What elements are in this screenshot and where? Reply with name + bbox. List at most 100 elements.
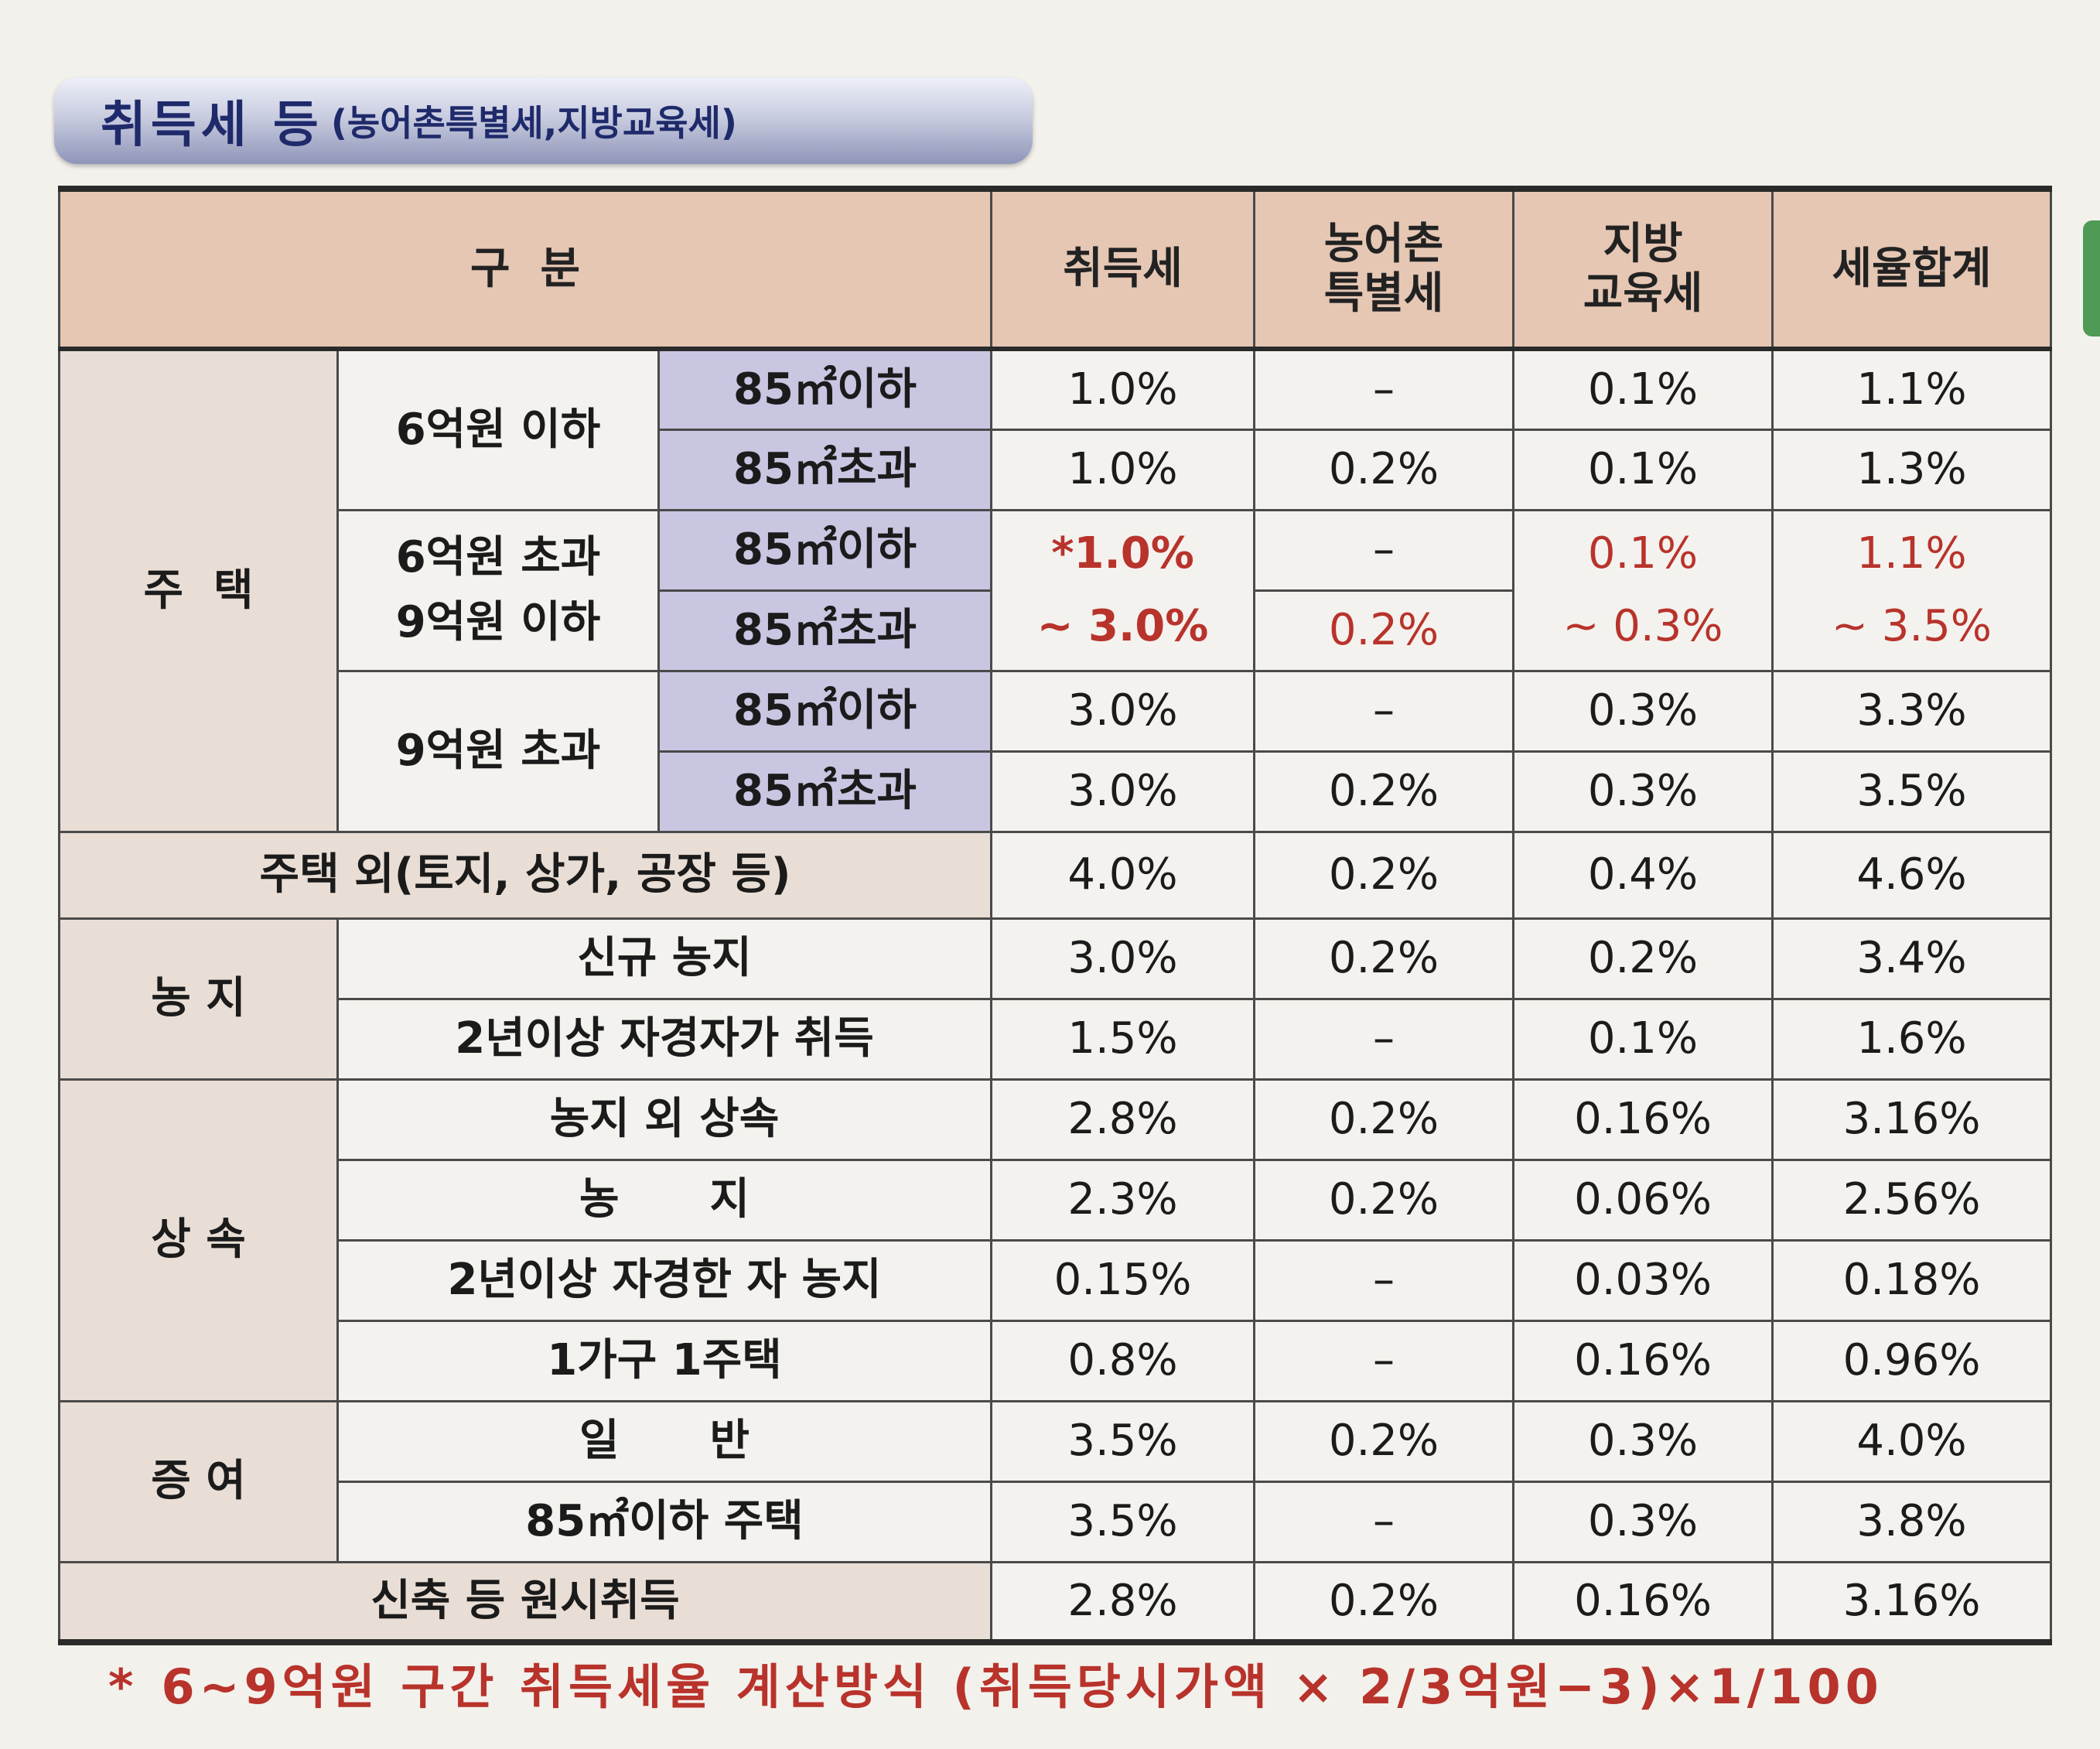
- tax-rate-table: 구 분 취득세 농어촌 특별세 지방 교육세 세율합계 주 택 6억원 이하 8…: [57, 186, 2053, 1645]
- price-tier-3: 9억원 초과: [336, 669, 660, 833]
- section-subtitle: (농어촌특별세,지방교육세): [330, 102, 737, 144]
- table-row: 6억원 초과 9억원 이하 85㎡이하 *1.0% ~ 3.0% – 0.1% …: [60, 508, 2053, 672]
- rural-tax-cell: –: [1253, 508, 1515, 592]
- footnote-marker: *: [108, 1658, 138, 1715]
- footnote-text: 6~9억원 구간 취득세율 계산방식 (취득당시가액 × 2/3억원−3)×1/…: [161, 1658, 1883, 1715]
- group-housing: 주 택: [58, 347, 339, 833]
- rural-tax-cell: –: [1253, 1480, 1515, 1563]
- row-label: 농 지: [336, 1158, 993, 1242]
- rural-tax-cell: 0.2%: [1253, 917, 1515, 1000]
- header-row: 구 분 취득세 농어촌 특별세 지방 교육세 세율합계: [57, 187, 2053, 351]
- rural-tax-cell: 0.2%: [1253, 1399, 1515, 1483]
- rural-tax-cell: 0.2%: [1253, 589, 1515, 672]
- header-total-rate: 세율합계: [1771, 187, 2053, 351]
- acq-tax-cell: 3.0%: [990, 917, 1256, 1000]
- rural-tax-cell: 0.2%: [1253, 1560, 1515, 1644]
- row-label: 2년이상 자경자가 취득: [336, 997, 993, 1081]
- acq-tax-cell: 4.0%: [990, 830, 1256, 920]
- total-rate-range-end: ~ 3.5%: [1832, 601, 1992, 651]
- area-cell: 85㎡이하: [657, 347, 993, 431]
- edu-tax-cell: 0.1%: [1512, 997, 1774, 1081]
- price-tier-2-line2: 9억원 이하: [395, 597, 601, 647]
- acq-tax-cell: 2.8%: [990, 1078, 1256, 1161]
- total-rate-cell: 3.5%: [1771, 750, 2053, 833]
- acq-tax-cell: 2.3%: [990, 1158, 1256, 1242]
- table-row: 2년이상 자경한 자 농지 0.15% – 0.03% 0.18%: [60, 1238, 2053, 1322]
- acq-tax-cell: 3.5%: [990, 1480, 1256, 1563]
- table-row: 85㎡초과 0.2%: [60, 589, 2051, 672]
- header-acquisition-tax: 취득세: [990, 187, 1256, 351]
- table-row: 상 속 농지 외 상속 2.8% 0.2% 0.16% 3.16%: [58, 1078, 2053, 1402]
- area-cell: 85㎡이하: [657, 669, 993, 753]
- table-row: 주 택 6억원 이하 85㎡이하 1.0% – 0.1% 1.1%: [58, 347, 2053, 833]
- edu-tax-cell: 0.4%: [1512, 830, 1774, 920]
- table-row: 2년이상 자경자가 취득 1.5% – 0.1% 1.6%: [60, 997, 2053, 1081]
- header-rural-special-tax: 농어촌 특별세: [1253, 187, 1515, 351]
- group-inheritance: 상 속: [58, 1078, 339, 1402]
- rural-tax-cell: –: [1253, 1319, 1515, 1402]
- table-row: 85㎡이하 주택 3.5% – 0.3% 3.8%: [60, 1480, 2053, 1563]
- rural-tax-cell: –: [1253, 347, 1515, 431]
- total-rate-cell: 1.6%: [1771, 997, 2053, 1081]
- table-row: 1가구 1주택 0.8% – 0.16% 0.96%: [60, 1319, 2053, 1402]
- edu-tax-range-end: ~ 0.3%: [1562, 601, 1723, 651]
- table-row: 증 여 일 반 3.5% 0.2% 0.3% 4.0%: [58, 1399, 2053, 1563]
- group-gift: 증 여: [58, 1399, 339, 1563]
- edu-tax-range-start: 0.1%: [1587, 528, 1699, 579]
- edu-tax-range-cell: 0.1% ~ 0.3%: [1512, 508, 1774, 672]
- non-housing-label: 주택 외(토지, 상가, 공장 등): [57, 830, 993, 920]
- total-rate-cell: 1.1%: [1771, 347, 2053, 431]
- footnote: * 6~9억원 구간 취득세율 계산방식 (취득당시가액 × 2/3억원−3)×1…: [108, 1648, 1883, 1717]
- edu-tax-cell: 0.2%: [1512, 917, 1774, 1000]
- price-tier-2-line1: 6억원 초과: [395, 531, 601, 582]
- edu-tax-cell: 0.1%: [1512, 347, 1774, 431]
- edu-tax-cell: 0.1%: [1512, 428, 1774, 511]
- rural-tax-cell: –: [1253, 997, 1515, 1081]
- section-title: 취득세 등: [101, 97, 323, 154]
- rural-tax-cell: –: [1253, 1238, 1515, 1322]
- row-label: 1가구 1주택: [336, 1319, 993, 1402]
- total-rate-cell: 3.3%: [1771, 669, 2053, 753]
- total-rate-cell: 0.18%: [1771, 1238, 2053, 1322]
- row-label: 일 반: [336, 1399, 993, 1483]
- area-cell: 85㎡초과: [657, 428, 993, 511]
- acq-tax-range-cell: *1.0% ~ 3.0%: [990, 508, 1256, 672]
- rural-tax-cell: 0.2%: [1253, 830, 1515, 920]
- edu-tax-cell: 0.16%: [1512, 1560, 1774, 1644]
- table-row: 농 지 2.3% 0.2% 0.06% 2.56%: [60, 1158, 2053, 1242]
- table-row: 농 지 신규 농지 3.0% 0.2% 0.2% 3.4%: [58, 917, 2053, 1081]
- acq-tax-cell: 0.15%: [990, 1238, 1256, 1322]
- row-label: 85㎡이하 주택: [336, 1480, 993, 1563]
- edu-tax-cell: 0.03%: [1512, 1238, 1774, 1322]
- original-acquisition-label: 신축 등 원시취득: [57, 1560, 993, 1644]
- acq-tax-cell: 3.0%: [990, 750, 1256, 833]
- area-cell: 85㎡초과: [657, 750, 993, 833]
- rural-tax-cell: 0.2%: [1253, 750, 1515, 833]
- edu-tax-cell: 0.06%: [1512, 1158, 1774, 1242]
- total-rate-cell: 3.8%: [1771, 1480, 2053, 1563]
- table-row: 85㎡초과 1.0% 0.2% 0.1% 1.3%: [60, 428, 2053, 511]
- area-cell: 85㎡초과: [657, 589, 993, 672]
- table-row: 85㎡초과 3.0% 0.2% 0.3% 3.5%: [60, 750, 2053, 833]
- acq-tax-range-end: ~ 3.0%: [1036, 601, 1209, 651]
- area-cell: 85㎡이하: [657, 508, 993, 592]
- acq-tax-cell: 3.5%: [990, 1399, 1256, 1483]
- total-rate-cell: 3.16%: [1771, 1560, 2053, 1644]
- table-row: 주택 외(토지, 상가, 공장 등) 4.0% 0.2% 0.4% 4.6%: [57, 830, 2053, 920]
- price-tier-1: 6억원 이하: [336, 347, 660, 511]
- acq-tax-cell: 0.8%: [990, 1319, 1256, 1402]
- header-category: 구 분: [57, 187, 993, 351]
- total-rate-cell: 2.56%: [1771, 1158, 2053, 1242]
- table-row: 9억원 초과 85㎡이하 3.0% – 0.3% 3.3%: [60, 669, 2053, 833]
- acq-tax-cell: 1.0%: [990, 347, 1256, 431]
- acq-tax-cell: 1.5%: [990, 997, 1256, 1081]
- edu-tax-cell: 0.3%: [1512, 1480, 1774, 1563]
- total-rate-range-cell: 1.1% ~ 3.5%: [1771, 508, 2053, 672]
- total-rate-cell: 0.96%: [1771, 1319, 2053, 1402]
- total-rate-cell: 1.3%: [1771, 428, 2053, 511]
- edu-tax-cell: 0.3%: [1512, 669, 1774, 753]
- price-tier-2: 6억원 초과 9억원 이하: [336, 508, 660, 672]
- header-local-education-tax: 지방 교육세: [1512, 187, 1774, 351]
- total-rate-range-start: 1.1%: [1856, 528, 1967, 579]
- rural-tax-cell: 0.2%: [1253, 428, 1515, 511]
